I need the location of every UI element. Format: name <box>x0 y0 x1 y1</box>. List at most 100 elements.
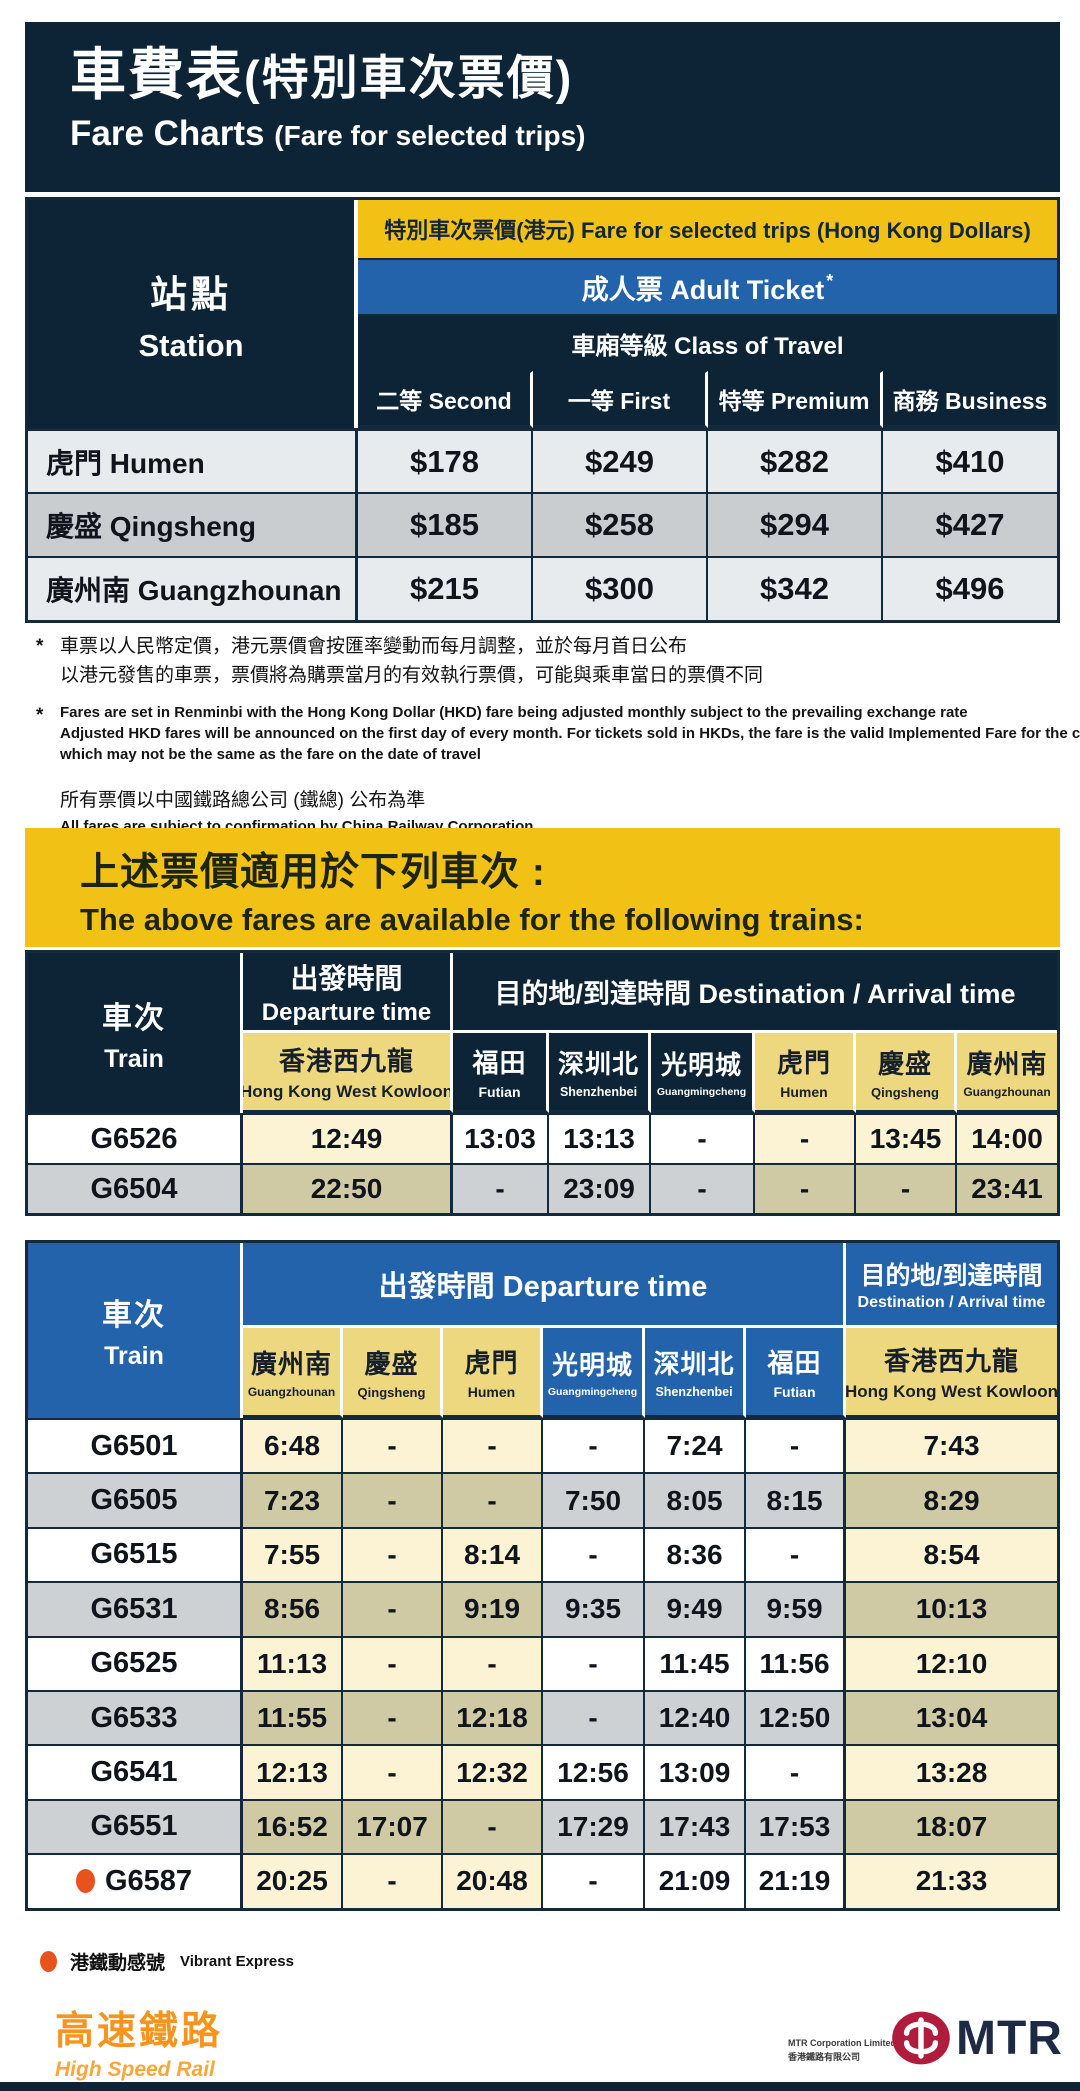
mtr-corporation-text: MTR Corporation Limited 香港鐵路有限公司 <box>788 2036 896 2065</box>
vibrant-express-icon <box>75 1869 95 1894</box>
fare-value-cell: $427 <box>883 492 1057 556</box>
time-cell: 9:59 <box>746 1581 846 1636</box>
time-cell: 11:45 <box>645 1635 746 1690</box>
poster-title-en-paren: (Fare for selected trips) <box>274 119 586 151</box>
station-header-cell: 廣州南 Guangzhounan <box>243 1328 343 1418</box>
time-cell: 9:19 <box>443 1581 543 1636</box>
time-cell: 7:43 <box>846 1418 1057 1473</box>
time-cell: 23:41 <box>957 1163 1057 1213</box>
time-cell: 12:49 <box>243 1113 453 1163</box>
train-number: G6533 <box>90 1701 178 1734</box>
train-number-cell: G6515 <box>28 1526 243 1582</box>
fare-value-cell: $410 <box>883 428 1057 492</box>
train-number-cell: G6551 <box>28 1798 243 1854</box>
time-cell: - <box>543 1689 645 1745</box>
train-number: G6515 <box>90 1538 178 1571</box>
station-name-en: Shenzhenbei <box>655 1385 733 1399</box>
footnote-en: * Fares are set in Renminbi with the Hon… <box>36 702 1080 765</box>
train-column-header: 車次 Train <box>28 1243 243 1418</box>
station-name-cjk: 廣州南 <box>966 1049 1048 1079</box>
station-name-en: Hong Kong West Kowloon <box>243 1082 453 1101</box>
time-cell: - <box>755 1163 856 1213</box>
footnote-asterisk: * <box>36 636 44 657</box>
station-name-cjk: 慶盛 <box>364 1348 419 1379</box>
station-name-cjk: 虎門 <box>464 1348 519 1378</box>
station-name-cjk: 深圳北 <box>557 1049 639 1079</box>
time-cell: 21:19 <box>746 1853 846 1908</box>
time-cell: - <box>543 1526 645 1582</box>
train-number: G6501 <box>90 1429 178 1462</box>
time-cell: 13:03 <box>453 1113 549 1163</box>
time-cell: - <box>543 1635 645 1690</box>
mtr-logo-icon <box>892 2011 950 2065</box>
time-cell: 12:56 <box>543 1744 645 1799</box>
destination-group-header: 目的地/到達時間 Destination / Arrival time <box>846 1243 1057 1328</box>
station-header-cell: 光明城 Guangmingcheng <box>651 1033 755 1113</box>
mtr-logo: MTR <box>891 2008 1063 2068</box>
fare-table: 站點 Station 特別車次票價(港元) Fare for selected … <box>25 197 1060 623</box>
fare-station-column-header: 站點 Station <box>28 200 358 428</box>
fare-station-cell: 虎門 Humen <box>28 428 358 492</box>
fare-value-cell: $249 <box>533 428 708 492</box>
footnote-en-line3: which may not be the same as the fare on… <box>60 746 481 763</box>
train-number-cell: G6501 <box>28 1418 243 1473</box>
train-number-cell: G6504 <box>28 1163 243 1213</box>
time-cell: - <box>651 1163 755 1213</box>
adult-ticket-label: 成人票 Adult Ticket <box>581 274 825 305</box>
time-cell: 23:09 <box>549 1163 651 1213</box>
station-name-cjk: 福田 <box>472 1048 527 1078</box>
time-cell: 13:09 <box>645 1744 746 1799</box>
station-header-cell: 深圳北 Shenzhenbei <box>645 1328 746 1418</box>
footnotes: * 車票以人民幣定價，港元票價會按匯率變動而每月調整，並於每月首日公布 以港元發… <box>36 633 1080 837</box>
station-header-cjk: 站點 <box>150 274 232 315</box>
fare-value-cell: $342 <box>708 556 883 620</box>
station-name-cjk: 香港西九龍 <box>883 1346 1019 1376</box>
vibrant-express-icon <box>40 1951 57 1972</box>
station-header-cell: 虎門 Humen <box>443 1328 543 1418</box>
time-cell: 13:13 <box>549 1113 651 1163</box>
time-cell: - <box>746 1418 846 1473</box>
time-cell: - <box>453 1163 549 1213</box>
station-header-cell: 廣州南 Guangzhounan <box>957 1033 1057 1113</box>
train-number: G6525 <box>90 1647 178 1680</box>
time-cell: 8:15 <box>746 1472 846 1527</box>
time-cell: 11:55 <box>243 1689 343 1745</box>
station-name-cjk: 深圳北 <box>653 1349 735 1379</box>
train-number-cell: G6505 <box>28 1472 243 1527</box>
time-cell: - <box>443 1798 543 1854</box>
station-header-cell: 香港西九龍 Hong Kong West Kowloon <box>243 1033 453 1113</box>
station-name-en: Humen <box>780 1084 828 1100</box>
time-cell: 12:13 <box>243 1744 343 1799</box>
station-name-en: Guangzhounan <box>963 1085 1051 1099</box>
time-cell: 7:24 <box>645 1418 746 1473</box>
mtr-corporation-en: MTR Corporation Limited <box>788 2038 896 2048</box>
time-cell: 12:18 <box>443 1689 543 1745</box>
mtr-corporation-cjk: 香港鐵路有限公司 <box>788 2052 861 2063</box>
train-number: G6504 <box>90 1172 178 1205</box>
time-cell: - <box>343 1526 443 1582</box>
bottom-bar <box>0 2082 1080 2091</box>
time-cell: 7:23 <box>243 1472 343 1527</box>
footnote-cjk: * 車票以人民幣定價，港元票價會按匯率變動而每月調整，並於每月首日公布 以港元發… <box>36 633 1036 690</box>
fare-station-cell: 廣州南 Guangzhounan <box>28 556 358 620</box>
station-header-cell: 深圳北 Shenzhenbei <box>549 1033 651 1113</box>
time-cell: 17:43 <box>645 1798 746 1854</box>
fare-band-title: 特別車次票價(港元) Fare for selected trips (Hong… <box>358 200 1057 260</box>
poster-header: 車費表(特別車次票價) Fare Charts (Fare for select… <box>25 22 1060 192</box>
time-cell: 14:00 <box>957 1113 1057 1163</box>
station-header-cell: 福田 Futian <box>453 1033 549 1113</box>
time-cell: 17:07 <box>343 1798 443 1854</box>
train-header-en: Train <box>104 1044 164 1073</box>
station-name-cjk: 慶盛 <box>877 1048 932 1079</box>
footnote-asterisk: * <box>36 705 44 726</box>
time-cell: 12:10 <box>846 1635 1057 1690</box>
station-name-cjk: 光明城 <box>551 1350 633 1380</box>
time-cell: 17:53 <box>746 1798 846 1854</box>
station-header-cell: 虎門 Humen <box>755 1033 856 1113</box>
station-name-en: Guangmingcheng <box>547 1386 638 1398</box>
legend-en: Vibrant Express <box>180 1953 294 1970</box>
time-cell: - <box>343 1744 443 1799</box>
train-column-header: 車次 Train <box>28 953 243 1113</box>
hsr-logo-cjk: 高速鐵路 <box>55 2010 224 2053</box>
